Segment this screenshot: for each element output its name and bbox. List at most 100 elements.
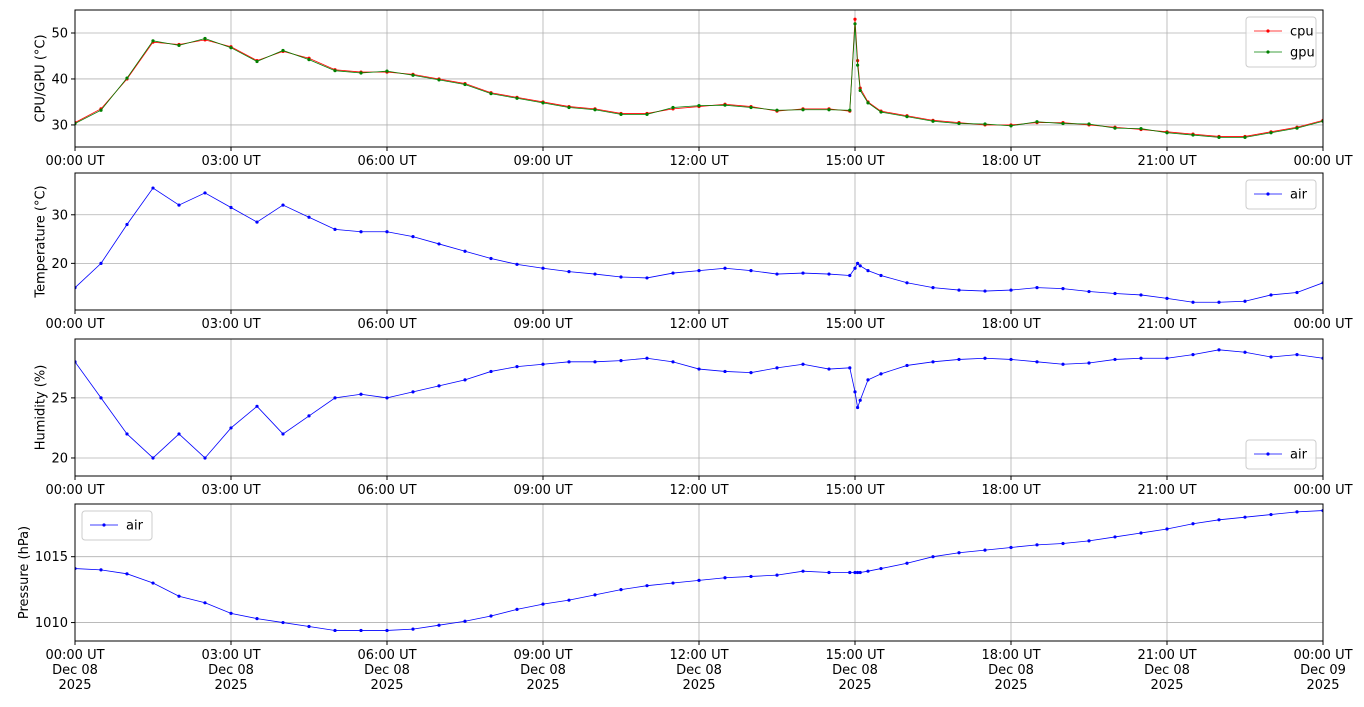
legend-frame [1245,16,1317,68]
axes-frame [74,338,1324,477]
y-axis-label: Pressure (hPa) [17,526,32,619]
series-point [1113,535,1117,539]
series-point [593,272,597,276]
series-point [749,105,753,110]
series-point [541,602,545,606]
series-point [541,362,545,366]
subplot: 00:00 UT 03:00 UT 06:00 UT 09:00 UT 12:00 UT… [34,338,1353,498]
legend-marker [1266,452,1270,456]
series-point [723,369,727,374]
series-point [229,205,233,210]
series-point [99,108,103,112]
series-point [931,555,935,559]
series-point [567,270,571,274]
series-point [125,432,129,436]
series-point [437,242,441,246]
x-tick-label: 12:00 UT [669,483,728,498]
series-point [879,372,883,376]
series-point [983,122,987,126]
axes-frame [74,9,1324,148]
series-point [1269,512,1273,517]
legend-label: air [126,519,144,534]
x-tick-label: 00:00 UT Dec 09 2025 [1293,648,1352,693]
series-point [775,573,779,577]
series-point [567,598,571,602]
series-point [125,76,129,80]
x-tick-label: 06:00 UT [357,317,416,332]
series-point [858,398,862,402]
series-point [385,628,389,633]
series-point [463,378,467,382]
series-point [463,249,467,253]
series-point [905,561,909,565]
series-point [957,551,961,555]
series-point [1295,510,1299,514]
x-tick-label: 21:00 UT [1137,483,1196,498]
series-point [593,360,597,364]
series-point [858,88,862,93]
series-point [827,367,831,371]
series-point [151,581,155,585]
series-point [515,96,519,100]
series-point [333,69,337,73]
series-point [1165,527,1169,531]
legend: air [81,510,153,541]
series-point [1165,356,1169,360]
legend-marker [1266,29,1270,33]
series-point [1009,357,1013,362]
series-point [671,360,675,364]
series-point [411,627,415,631]
series-point [1009,545,1013,550]
y-tick-label: 30 [51,208,68,223]
legend-label: air [1290,448,1308,463]
series-point [1165,296,1169,300]
series-point [411,235,415,239]
series-point [983,289,987,293]
legend: cpu gpu [1245,16,1317,68]
series-point [645,584,649,588]
x-tick-label: 00:00 UT Dec 08 2025 [45,648,104,693]
series-point [645,112,649,116]
series-point [515,262,519,266]
x-tick-label: 21:00 UT Dec 08 2025 [1137,648,1196,693]
series-point [983,356,987,360]
series-point [1191,522,1195,526]
series-point [99,568,103,572]
series-point [203,601,207,605]
series-point [255,404,259,408]
series-point [307,58,311,62]
series-point [1087,289,1091,294]
series-point [957,357,961,362]
series-point [853,570,857,575]
series-point [541,101,545,105]
series-point [1087,539,1091,543]
series-point [827,570,831,575]
series-point [645,356,649,360]
series-point [801,362,805,366]
series-point [151,456,155,460]
series-point [827,108,831,112]
series-point [281,203,285,207]
series-point [697,269,701,273]
y-tick-label: 20 [51,257,68,272]
legend-frame [1245,439,1317,470]
series-point [1295,353,1299,357]
x-tick-label: 15:00 UT [825,483,884,498]
series-point [801,271,805,275]
series-point [1217,300,1221,304]
series-point [671,271,675,275]
x-tick-label: 00:00 UT [45,154,104,169]
x-tick-label: 00:00 UT [1293,483,1352,498]
series-point [385,396,389,400]
series-point [957,288,961,292]
series-point [1217,135,1221,139]
series-point [983,548,987,552]
series-point [866,101,870,105]
series-point [671,581,675,585]
series-point [856,63,860,67]
series-point [1191,133,1195,137]
x-tick-label: 03:00 UT [201,483,260,498]
series-point [1061,362,1065,366]
x-tick-label: 00:00 UT [1293,317,1352,332]
